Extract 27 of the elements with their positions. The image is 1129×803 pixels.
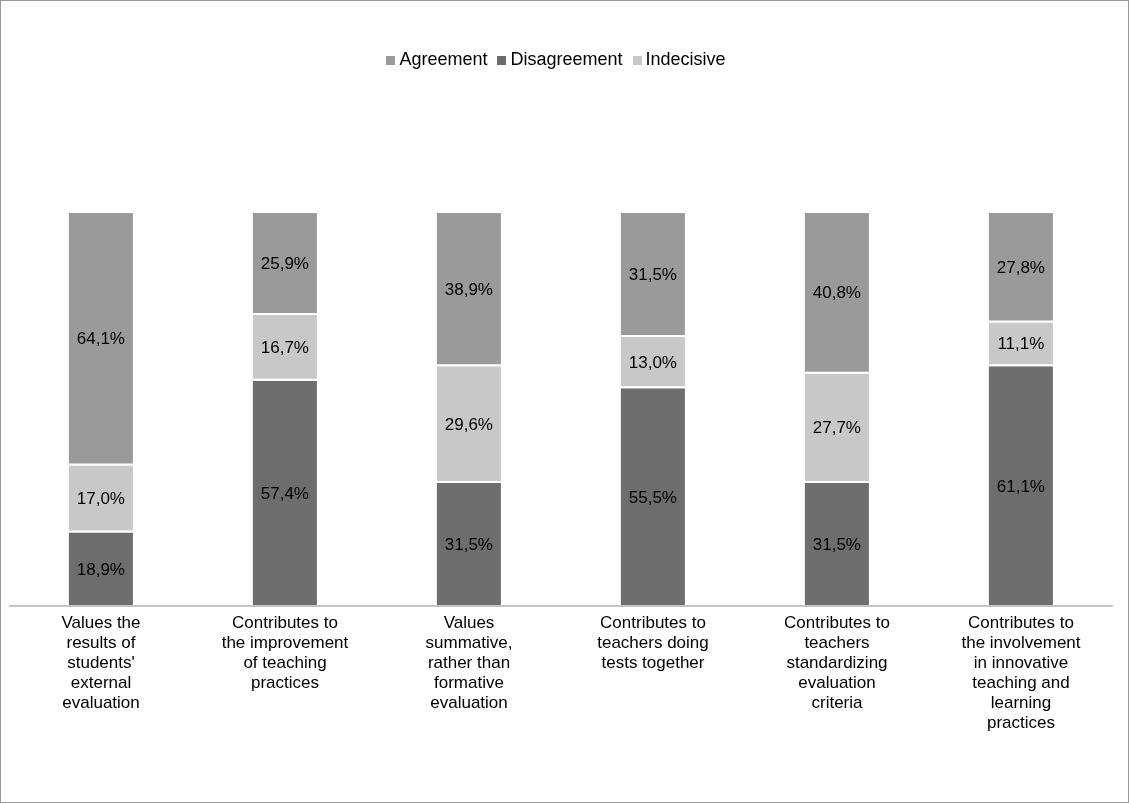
data-label: 55,5% bbox=[628, 487, 677, 507]
data-label: 31,5% bbox=[444, 534, 493, 554]
data-label: 13,0% bbox=[628, 352, 677, 372]
data-label: 25,9% bbox=[260, 254, 309, 274]
data-label: 29,6% bbox=[444, 414, 493, 434]
data-label: 27,8% bbox=[996, 257, 1045, 277]
data-label: 61,1% bbox=[996, 476, 1045, 496]
x-tick-label: Contributes to the improvement of teaching practices bbox=[221, 613, 349, 692]
data-label: 31,5% bbox=[812, 534, 861, 554]
data-label: 17,0% bbox=[76, 489, 125, 509]
legend-label: Agreement bbox=[399, 49, 488, 69]
x-tick-label: Contributes to teachers standardizing evaluation criteria bbox=[784, 613, 890, 712]
data-label: 64,1% bbox=[76, 329, 125, 349]
data-label: 16,7% bbox=[260, 337, 309, 357]
data-label: 11,1% bbox=[997, 334, 1045, 354]
x-tick-label: Values summative, rather than formative evaluation bbox=[425, 613, 513, 712]
x-tick-label: Contributes to teachers doing tests together bbox=[597, 613, 709, 672]
data-label: 40,8% bbox=[812, 283, 861, 303]
data-label: 27,7% bbox=[812, 418, 861, 438]
data-label: 18,9% bbox=[76, 559, 125, 579]
x-tick-label: Contributes to the involvement in innovative teaching and learning practices bbox=[961, 613, 1081, 732]
legend-label: Indecisive bbox=[645, 49, 726, 69]
data-label: 57,4% bbox=[260, 483, 309, 503]
data-label: 31,5% bbox=[628, 265, 677, 285]
data-label: 38,9% bbox=[444, 279, 493, 299]
x-tick-label: Values the results of students' external evaluation bbox=[61, 613, 141, 712]
legend-label: Disagreement bbox=[510, 49, 623, 69]
